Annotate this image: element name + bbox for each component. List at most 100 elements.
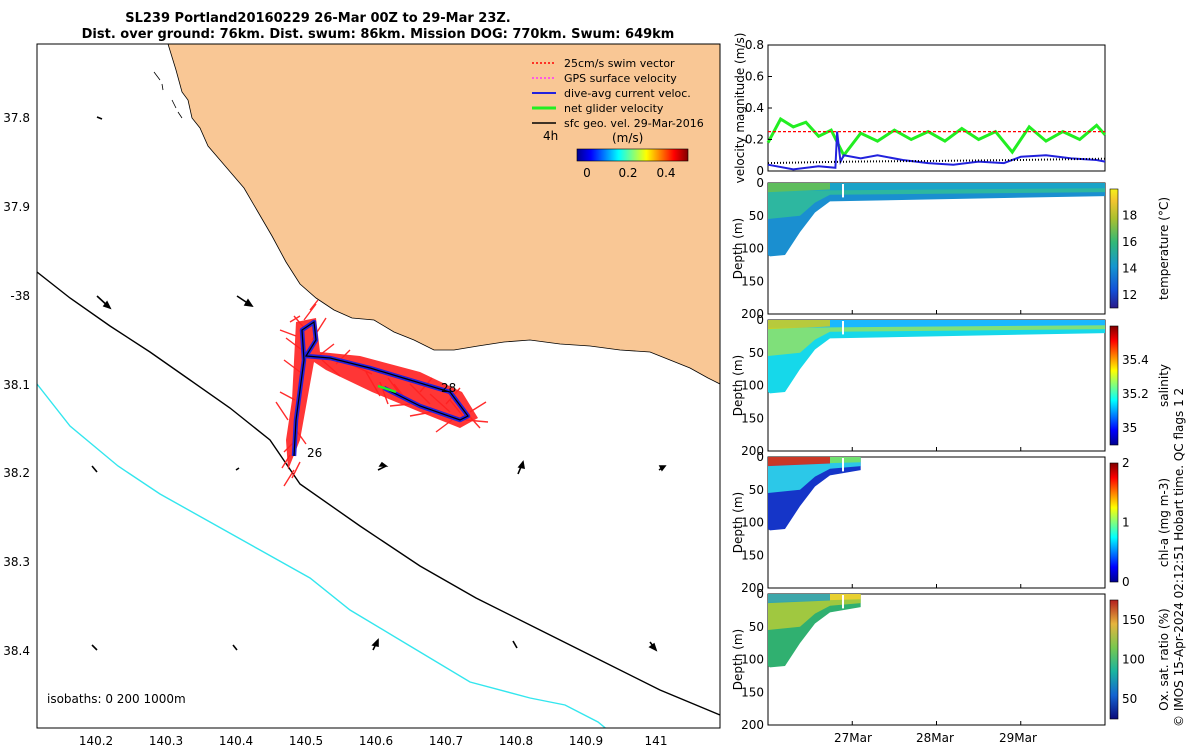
- section-panel-3: 0 50 100 150 200 Depth (m) 0 1 2 chl-a (mg m-3): [731, 450, 1171, 595]
- section-ytick: 100: [741, 379, 764, 393]
- velocity-ytick: 0.2: [745, 133, 764, 147]
- svg-text:140.3: 140.3: [149, 734, 183, 748]
- time-x-ticks: 27Mar 28Mar 29Mar: [834, 731, 1037, 745]
- section-colorbar-tick: 50: [1122, 692, 1137, 706]
- velocity-ytick: 0.8: [745, 38, 764, 52]
- section-mid-layer: [768, 183, 1105, 220]
- colorbar-tick-0.4: 0.4: [656, 166, 675, 180]
- title-line-1: SL239 Portland20160229 26-Mar 00Z to 29-…: [125, 11, 511, 26]
- section-ytick: 150: [741, 548, 764, 562]
- colorbar-tick-0.2: 0.2: [618, 166, 637, 180]
- track-day-label-26: 26: [307, 446, 322, 460]
- svg-text:140.2: 140.2: [79, 734, 113, 748]
- svg-text:140.6: 140.6: [359, 734, 393, 748]
- xtick-27mar: 27Mar: [834, 731, 872, 745]
- section-colorbar-tick: 100: [1122, 653, 1145, 667]
- section-ytick: 100: [741, 242, 764, 256]
- section-colorbar: [1109, 325, 1119, 446]
- velocity-ytick: 0.6: [745, 70, 764, 84]
- svg-text:140.4: 140.4: [219, 734, 253, 748]
- section-colorbar-tick: 35: [1122, 421, 1137, 435]
- section-upper-patch: [768, 457, 830, 467]
- section-colorbar-label: chl-a (mg m-3): [1157, 478, 1171, 567]
- section-ytick: 150: [741, 274, 764, 288]
- net-velocity-segment: [377, 384, 397, 394]
- section-ytick: 150: [741, 685, 764, 699]
- section-colorbar: [1109, 462, 1119, 583]
- svg-text:140.9: 140.9: [569, 734, 603, 748]
- velocity-series-group: [766, 116, 1107, 171]
- section-y-label: Depth (m): [731, 218, 745, 279]
- section-colorbar-tick: 18: [1122, 208, 1137, 222]
- svg-text:38.2: 38.2: [3, 466, 30, 480]
- section-ytick: 200: [741, 718, 764, 732]
- svg-text:-38: -38: [10, 289, 30, 303]
- section-ytick: 50: [749, 346, 764, 360]
- svg-text:141: 141: [645, 734, 668, 748]
- velocity-chart: 0 0.2 0.4 0.6 0.8 velocity magnitude (m/s): [733, 33, 1107, 184]
- isobath-label: isobaths: 0 200 1000m: [47, 692, 186, 706]
- isobath-200m: [37, 271, 720, 716]
- section-ytick: 150: [741, 411, 764, 425]
- velocity-y-label: velocity magnitude (m/s): [733, 33, 747, 184]
- section-mid-layer: [768, 457, 861, 494]
- section-colorbar: [1109, 188, 1119, 309]
- svg-text:38.4: 38.4: [3, 644, 30, 658]
- map-frame: [36, 43, 721, 729]
- land-mass: [167, 44, 720, 385]
- section-colorbar-tick: 12: [1122, 288, 1137, 302]
- section-ytick: 0: [756, 313, 764, 327]
- title-line-2: Dist. over ground: 76km. Dist. swum: 86k…: [82, 27, 675, 42]
- section-ytick: 200: [741, 581, 764, 595]
- section-colorbar-label: salinity: [1157, 364, 1171, 407]
- track-day-label-28: 28: [441, 381, 456, 395]
- colorbar-tick-0: 0: [583, 166, 591, 180]
- section-mid-layer: [768, 594, 861, 631]
- section-mid-layer: [768, 320, 1105, 357]
- section-colorbar-tick: 150: [1122, 613, 1145, 627]
- section-ytick: 50: [749, 620, 764, 634]
- velocity-series-2: [767, 131, 1106, 171]
- section-upper-patch: [768, 320, 830, 330]
- map-legend: 25cm/s swim vector GPS surface velocity …: [532, 57, 704, 180]
- section-panel-2: 0 50 100 150 200 Depth (m) 35 35.2 35.4 salinity: [731, 313, 1171, 458]
- section-colorbar-tick: 2: [1122, 456, 1130, 470]
- side-note: © IMOS 15-Apr-2024 02:12:51 Hobart time.…: [1172, 388, 1186, 727]
- speed-colorbar: [576, 148, 689, 162]
- svg-text:38.1: 38.1: [3, 378, 30, 392]
- section-colorbar-tick: 35.2: [1122, 387, 1149, 401]
- glider-track-center: [293, 320, 469, 457]
- section-colorbar-tick: 14: [1122, 261, 1137, 275]
- section-ytick: 100: [741, 653, 764, 667]
- legend-net-label: net glider velocity: [564, 102, 664, 115]
- coast-inlet: [153, 71, 183, 119]
- section-surface-layer: [768, 320, 1105, 328]
- map-x-ticks: 140.2 140.3 140.4 140.5 140.6 140.7 140.…: [79, 734, 668, 748]
- section-colorbar-tick: 35.4: [1122, 353, 1149, 367]
- section-panel-1: 0 50 100 150 200 Depth (m) 12 14 16 18 temperature…: [731, 176, 1171, 321]
- section-ytick: 50: [749, 209, 764, 223]
- velocity-y-ticks: 0 0.2 0.4 0.6 0.8: [745, 38, 772, 178]
- xtick-29mar: 29Mar: [999, 731, 1037, 745]
- colorbar-title: (m/s): [612, 131, 643, 145]
- geo-velocity-arrows: [91, 116, 667, 652]
- swim-vector-fill: [286, 318, 478, 470]
- velocity-series-3: [767, 157, 1106, 165]
- isobath-1000m: [37, 383, 607, 728]
- section-ytick: 50: [749, 483, 764, 497]
- section-ytick: 0: [756, 450, 764, 464]
- velocity-chart-frame: [767, 44, 1106, 172]
- section-colorbar-label: temperature (°C): [1157, 197, 1171, 300]
- map-y-ticks: 37.8 37.9 -38 38.1 38.2 38.3 38.4: [3, 111, 30, 658]
- section-y-label: Depth (m): [731, 355, 745, 416]
- map-panel: 28 26 isobaths: 0 200 1000m 37.8 37.9 -3…: [3, 43, 721, 748]
- section-upper-patch: [768, 183, 830, 193]
- section-ytick: 200: [741, 307, 764, 321]
- velocity-ytick: 0: [756, 164, 764, 178]
- legend-swim-label: 25cm/s swim vector: [564, 57, 675, 70]
- scale-label: 4h: [543, 129, 558, 143]
- section-colorbar-tick: 0: [1122, 575, 1130, 589]
- section-y-label: Depth (m): [731, 492, 745, 553]
- section-colorbar: [1109, 599, 1119, 720]
